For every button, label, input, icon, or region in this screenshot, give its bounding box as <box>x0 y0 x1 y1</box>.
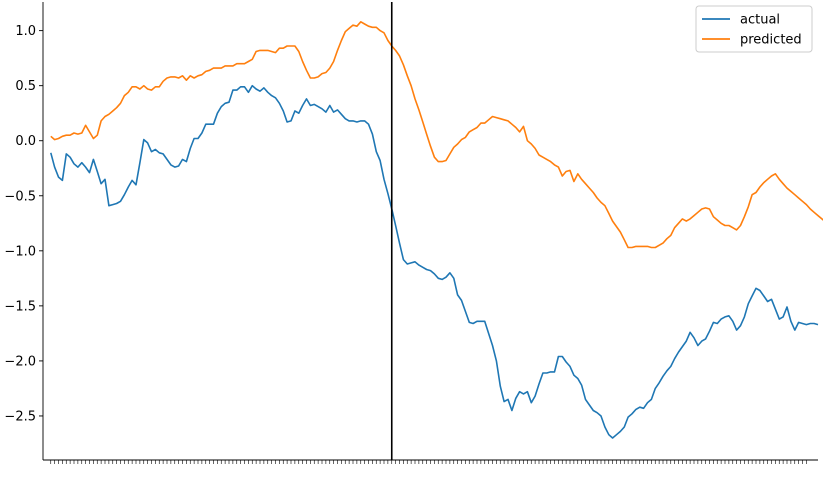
y-tick-label: −0.5 <box>4 189 36 204</box>
legend-label-actual: actual <box>740 13 780 28</box>
y-tick-label: −1.0 <box>4 244 36 259</box>
legend-label-predicted: predicted <box>740 33 802 48</box>
series-layer <box>50 2 823 460</box>
legend-box <box>695 5 813 53</box>
series-line-predicted <box>50 20 823 249</box>
axes-layer: 1.0 0.5 0.0 −0.5 −1.0 −1.5 −2.0 −2.5 <box>4 2 818 464</box>
y-tick-label: −2.0 <box>4 354 36 369</box>
y-tick-label: −1.5 <box>4 299 36 314</box>
legend: actual predicted <box>695 5 813 53</box>
y-tick-label: −2.5 <box>4 409 36 424</box>
y-tick-label: 0.0 <box>15 134 36 149</box>
y-tick-label: 0.5 <box>15 79 36 94</box>
series-line-actual <box>50 84 819 439</box>
y-tick-label: 1.0 <box>15 24 36 39</box>
